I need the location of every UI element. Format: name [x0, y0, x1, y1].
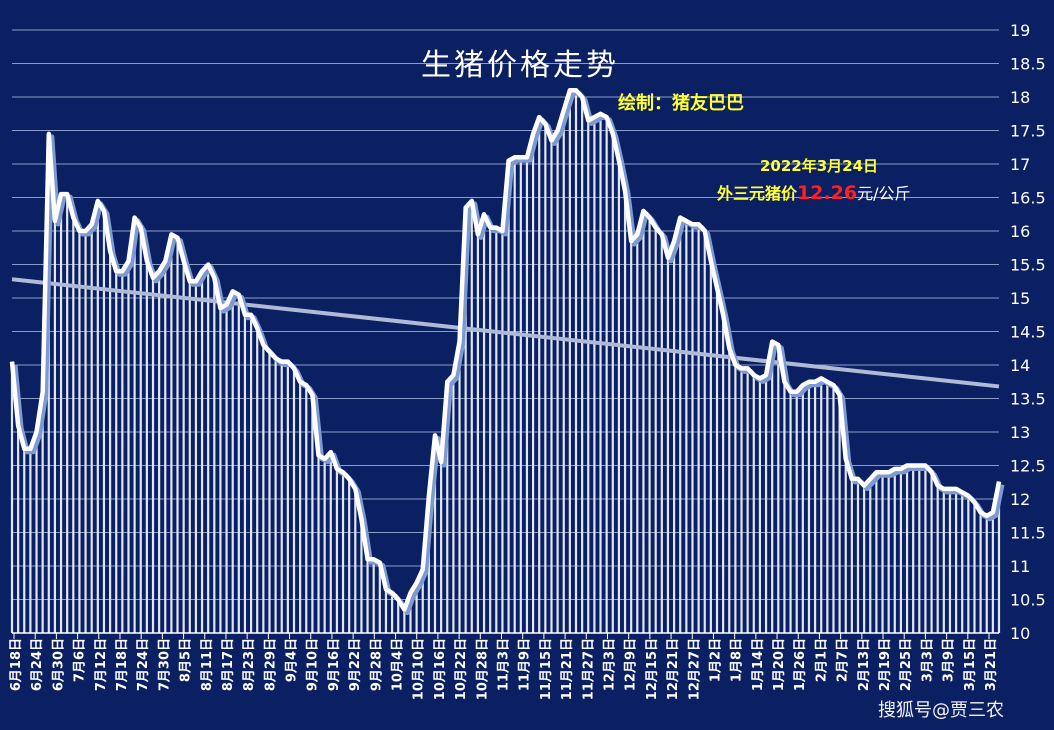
x-tick-label: 1月14日: [751, 638, 766, 691]
x-tick-label: 2月13日: [857, 638, 872, 691]
x-tick-label: 10月10日: [412, 638, 427, 700]
y-tick-label: 17: [1010, 155, 1030, 174]
x-tick-label: 1月8日: [730, 638, 745, 682]
x-tick-label: 11月21日: [560, 638, 575, 700]
x-tick-label: 11月15日: [539, 638, 554, 700]
price-line-path: [9, 88, 1002, 612]
x-tick-label: 8月29日: [263, 638, 278, 691]
x-tick-label: 2月1日: [814, 638, 829, 682]
x-tick-label: 6月30日: [51, 638, 66, 691]
x-axis-ticks: 6月18日 6月24日 6月30日 7月6日 7月12日 7月18日 7月24日 7月30日 8…: [9, 632, 999, 700]
x-tick-label: 6月18日: [9, 638, 24, 691]
x-tick-label: 3月15日: [963, 638, 978, 691]
x-tick-label: 7月24日: [136, 638, 151, 691]
x-tick-label: 9月22日: [348, 638, 363, 691]
x-tick-label: 10月28日: [475, 638, 490, 700]
x-tick-label: 12月21日: [666, 638, 681, 700]
y-tick-label: 13: [1010, 423, 1030, 442]
x-tick-label: 7月30日: [157, 638, 172, 691]
y-tick-label: 16.5: [1010, 189, 1046, 208]
y-tick-label: 18: [1010, 88, 1030, 107]
trend-line-path: [11, 277, 1000, 389]
x-tick-label: 10月4日: [391, 638, 406, 691]
x-tick-label: 2月7日: [836, 638, 851, 682]
price-bars: [10, 90, 1001, 633]
x-tick-label: 11月9日: [518, 638, 533, 691]
annotation-date: 2022年3月24日: [760, 157, 879, 175]
x-tick-label: 8月11日: [200, 638, 215, 691]
watermark-text: 搜狐号@贾三农: [878, 700, 1004, 721]
x-tick-label: 11月27日: [581, 638, 596, 700]
x-tick-label: 2月19日: [878, 638, 893, 691]
y-tick-label: 14: [1010, 356, 1030, 375]
y-tick-label: 15.5: [1010, 256, 1046, 275]
annotation-label: 外三元猪价: [717, 184, 798, 203]
x-tick-label: 9月16日: [327, 638, 342, 691]
price-line: [9, 88, 1005, 616]
y-tick-label: 15: [1010, 289, 1030, 308]
x-tick-label: 9月28日: [369, 638, 384, 691]
x-tick-label: 9月10日: [306, 638, 321, 691]
y-tick-label: 11: [1010, 557, 1030, 576]
x-tick-label: 1月2日: [709, 638, 724, 682]
y-tick-label: 12: [1010, 490, 1030, 509]
y-tick-label: 12.5: [1010, 457, 1046, 476]
chart-title: 生猪价格走势: [421, 48, 619, 83]
x-tick-label: 3月9日: [942, 638, 957, 682]
x-tick-label: 12月9日: [624, 638, 639, 691]
x-tick-label: 10月22日: [454, 638, 469, 700]
y-axis-ticks: 10 10.5 11 11.5 12 12.5 13 13.5 14 14.5 15 15.5 16 16…: [1010, 21, 1046, 643]
y-tick-label: 18.5: [1010, 55, 1046, 74]
y-tick-label: 10: [1010, 624, 1030, 643]
x-tick-label: 10月16日: [433, 638, 448, 700]
x-tick-label: 1月20日: [772, 638, 787, 691]
x-tick-label: 2月25日: [899, 638, 914, 691]
x-tick-label: 1月26日: [793, 638, 808, 691]
x-tick-label: 8月5日: [179, 638, 194, 682]
x-tick-label: 3月21日: [984, 638, 999, 691]
x-tick-label: 8月17日: [221, 638, 236, 691]
trend-line: [11, 277, 1000, 389]
x-tick-label: 12月15日: [645, 638, 660, 700]
x-tick-label: 11月3日: [497, 638, 512, 691]
x-tick-label: 7月12日: [94, 638, 109, 691]
x-tick-label: 8月23日: [242, 638, 257, 691]
x-tick-label: 3月3日: [920, 638, 935, 682]
y-tick-label: 13.5: [1010, 390, 1046, 409]
y-tick-label: 17.5: [1010, 122, 1046, 141]
annotation-value: 12.26: [797, 182, 858, 204]
y-tick-label: 16: [1010, 222, 1030, 241]
y-tick-label: 11.5: [1010, 524, 1046, 543]
x-tick-label: 9月4日: [285, 638, 300, 682]
x-tick-label: 12月3日: [603, 638, 618, 691]
y-tick-label: 10.5: [1010, 591, 1046, 610]
y-tick-label: 14.5: [1010, 323, 1046, 342]
x-tick-label: 7月6日: [73, 638, 88, 682]
x-tick-label: 7月18日: [115, 638, 130, 691]
x-tick-label: 6月24日: [30, 638, 45, 691]
chart-credit: 绘制：猪友巴巴: [618, 93, 744, 114]
x-tick-label: 12月27日: [687, 638, 702, 700]
annotation-unit: 元/公斤: [857, 184, 911, 203]
annotation-price: 外三元猪价12.26元/公斤: [717, 180, 911, 204]
y-tick-label: 19: [1010, 21, 1030, 40]
